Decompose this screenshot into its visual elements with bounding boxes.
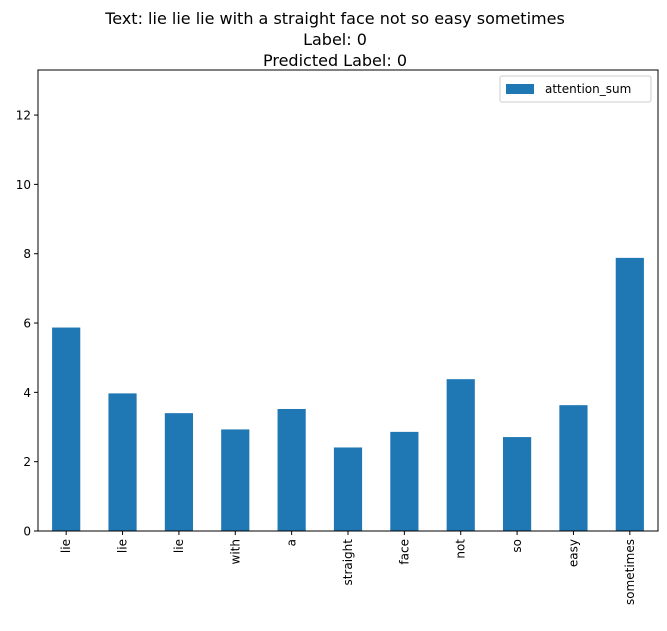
- bar-1-lie: [52, 327, 81, 531]
- y-tick-label: 2: [23, 455, 31, 469]
- legend-label-attention-sum: attention_sum: [545, 82, 631, 96]
- y-axis: 0 2 4 6 8 10 12: [16, 109, 38, 539]
- x-tick-label-7: face: [397, 539, 411, 565]
- x-tick-label-5: a: [285, 539, 299, 546]
- y-tick-label: 0: [23, 525, 31, 539]
- x-tick-label-8: not: [454, 539, 468, 559]
- x-tick-label-6: straight: [341, 539, 355, 586]
- chart-title-line-1: Text: lie lie lie with a straight face n…: [104, 9, 565, 28]
- y-tick-label: 12: [16, 109, 31, 123]
- x-axis: lie lie lie with a straight face not so easy somet…: [59, 531, 637, 605]
- x-tick-label-1: lie: [59, 539, 73, 553]
- bar-11-sometimes: [615, 257, 644, 531]
- y-tick-label: 10: [16, 178, 31, 192]
- bar-9-so: [503, 437, 532, 531]
- x-tick-label-2: lie: [116, 539, 130, 553]
- bar-7-face: [390, 431, 419, 531]
- bar-2-lie: [108, 393, 137, 531]
- y-tick-label: 6: [23, 317, 31, 331]
- bar-3-lie: [164, 413, 193, 531]
- plot-frame: [37, 69, 659, 532]
- chart-title: Text: lie lie lie with a straight face n…: [104, 9, 565, 70]
- chart-title-line-2: Label: 0: [303, 30, 367, 49]
- chart-title-line-3: Predicted Label: 0: [263, 51, 407, 70]
- bar-6-straight: [333, 447, 363, 531]
- bar-8-not: [446, 379, 475, 531]
- y-tick-label: 8: [23, 247, 31, 261]
- legend-swatch: [506, 84, 534, 94]
- bar-4-with: [221, 429, 250, 531]
- x-tick-label-3: lie: [172, 539, 186, 553]
- bar-5-a: [277, 408, 306, 531]
- x-tick-label-11: sometimes: [623, 539, 637, 605]
- x-tick-label-4: with: [228, 539, 242, 564]
- x-tick-label-9: so: [510, 539, 524, 553]
- bar-10-easy: [559, 405, 588, 531]
- y-tick-label: 4: [23, 386, 31, 400]
- legend: attention_sum: [499, 75, 652, 103]
- x-tick-label-10: easy: [566, 539, 580, 567]
- bar-series: [52, 257, 644, 531]
- legend-box: [499, 75, 652, 103]
